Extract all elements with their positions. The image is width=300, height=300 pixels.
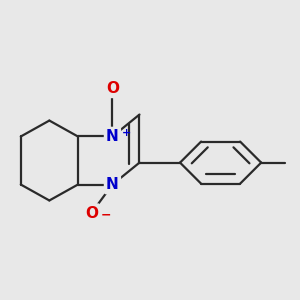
- Text: O: O: [106, 81, 119, 96]
- Text: N: N: [106, 177, 119, 192]
- Text: N: N: [106, 129, 119, 144]
- Text: +: +: [122, 128, 131, 138]
- Text: −: −: [100, 208, 111, 221]
- Text: O: O: [85, 206, 98, 220]
